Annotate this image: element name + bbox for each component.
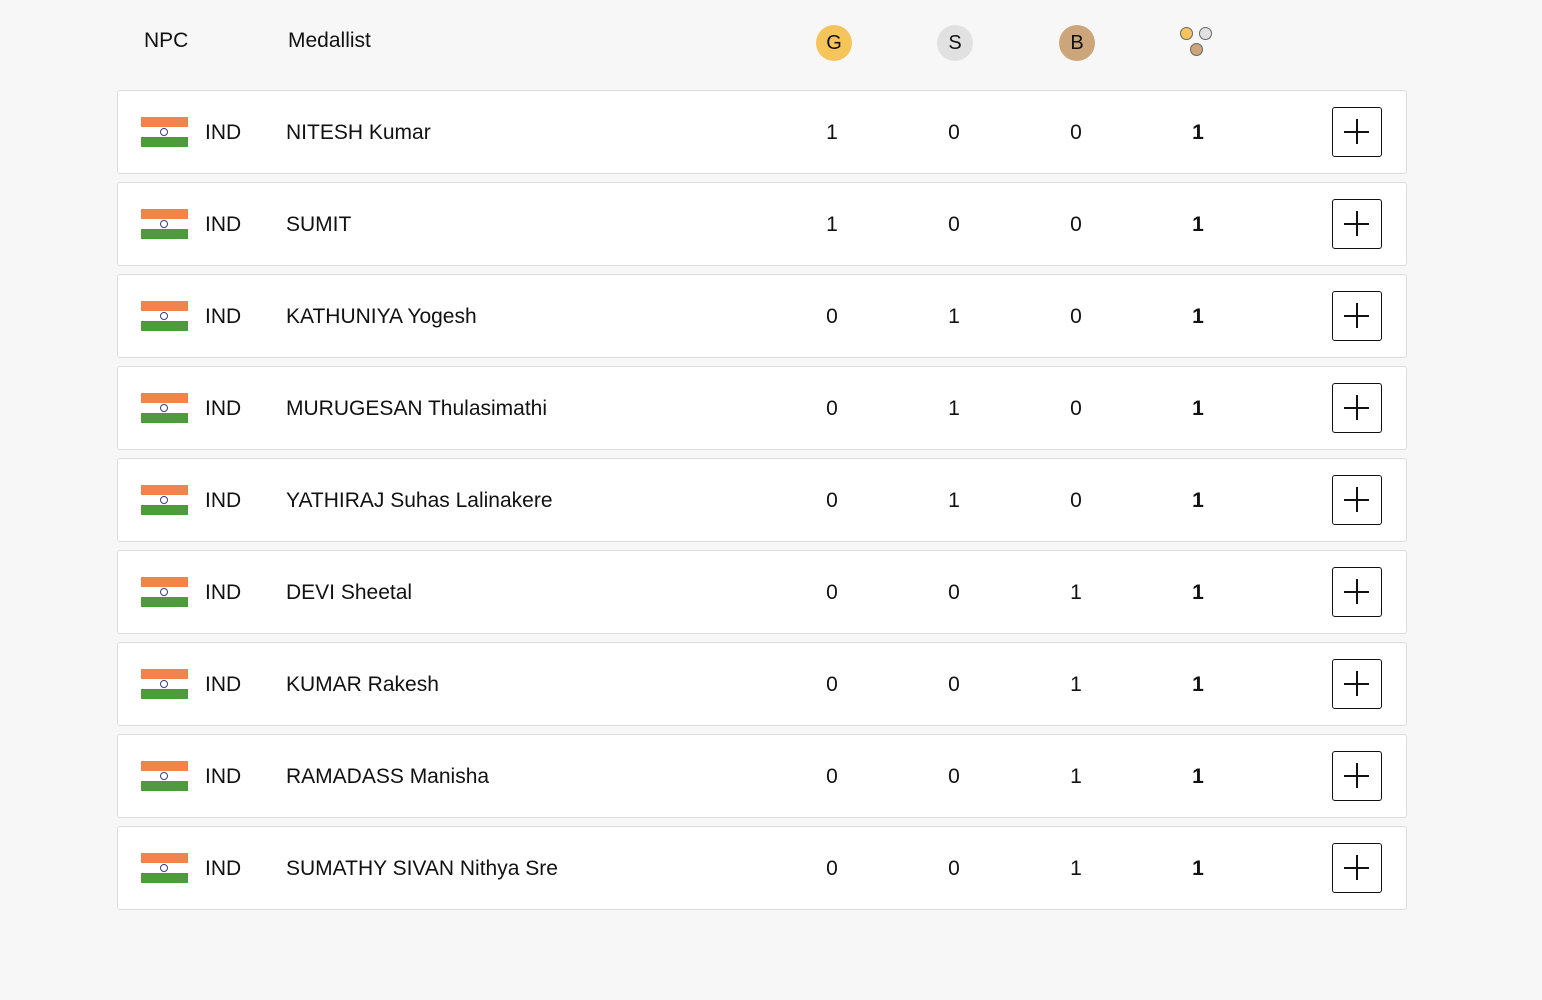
india-flag-icon — [141, 209, 188, 239]
npc-code: IND — [205, 305, 242, 328]
table-row: IND YATHIRAJ Suhas Lalinakere 0 1 0 1 — [117, 458, 1407, 542]
table-row: IND KUMAR Rakesh 0 0 1 1 — [117, 642, 1407, 726]
india-flag-icon — [141, 393, 188, 423]
medallist-name: YATHIRAJ Suhas Lalinakere — [286, 489, 553, 512]
table-row: IND SUMIT 1 0 0 1 — [117, 182, 1407, 266]
expand-row-button[interactable] — [1332, 567, 1382, 617]
npc-code: IND — [205, 121, 242, 144]
table-row: IND MURUGESAN Thulasimathi 0 1 0 1 — [117, 366, 1407, 450]
expand-row-button[interactable] — [1332, 291, 1382, 341]
table-row: IND RAMADASS Manisha 0 0 1 1 — [117, 734, 1407, 818]
silver-count: 0 — [948, 581, 960, 604]
total-count: 1 — [1192, 857, 1204, 880]
india-flag-icon — [141, 485, 188, 515]
medallist-name: SUMIT — [286, 213, 352, 236]
india-flag-icon — [141, 853, 188, 883]
npc-code: IND — [205, 397, 242, 420]
bronze-count: 0 — [1070, 121, 1082, 144]
npc-code: IND — [205, 765, 242, 788]
total-count: 1 — [1192, 397, 1204, 420]
bronze-count: 1 — [1070, 581, 1082, 604]
bronze-count: 0 — [1070, 397, 1082, 420]
india-flag-icon — [141, 577, 188, 607]
total-count: 1 — [1192, 305, 1204, 328]
header-npc: NPC — [144, 29, 189, 52]
gold-count: 0 — [826, 489, 838, 512]
total-count: 1 — [1192, 673, 1204, 696]
silver-count: 0 — [948, 121, 960, 144]
medallist-name: DEVI Sheetal — [286, 581, 413, 604]
silver-count: 0 — [948, 857, 960, 880]
total-count: 1 — [1192, 213, 1204, 236]
npc-code: IND — [205, 581, 242, 604]
table-row: IND SUMATHY SIVAN Nithya Sre 0 0 1 1 — [117, 826, 1407, 910]
silver-count: 0 — [948, 213, 960, 236]
silver-count: 0 — [948, 765, 960, 788]
bronze-count: 0 — [1070, 489, 1082, 512]
gold-count: 0 — [826, 581, 838, 604]
india-flag-icon — [141, 761, 188, 791]
total-medals-icon — [1179, 25, 1217, 61]
expand-row-button[interactable] — [1332, 659, 1382, 709]
medallist-name: NITESH Kumar — [286, 121, 431, 144]
silver-count: 0 — [948, 673, 960, 696]
expand-row-button[interactable] — [1332, 843, 1382, 893]
bronze-count: 1 — [1070, 857, 1082, 880]
expand-row-button[interactable] — [1332, 475, 1382, 525]
gold-count: 0 — [826, 857, 838, 880]
bronze-count: 1 — [1070, 673, 1082, 696]
table-row: IND DEVI Sheetal 0 0 1 1 — [117, 550, 1407, 634]
india-flag-icon — [141, 669, 188, 699]
gold-count: 0 — [826, 673, 838, 696]
india-flag-icon — [141, 301, 188, 331]
medallist-name: KATHUNIYA Yogesh — [286, 305, 477, 328]
bronze-count: 0 — [1070, 305, 1082, 328]
medallist-name: MURUGESAN Thulasimathi — [286, 397, 548, 420]
npc-code: IND — [205, 213, 242, 236]
gold-medal-icon: G — [816, 25, 852, 61]
header-medallist: Medallist — [288, 29, 371, 52]
total-count: 1 — [1192, 121, 1204, 144]
expand-row-button[interactable] — [1332, 383, 1382, 433]
expand-row-button[interactable] — [1332, 107, 1382, 157]
india-flag-icon — [141, 117, 188, 147]
npc-code: IND — [205, 489, 242, 512]
medallists-table: NPC Medallist G S B IND NITESH Kumar 1 0… — [117, 0, 1407, 918]
silver-count: 1 — [948, 397, 960, 420]
medallist-name: KUMAR Rakesh — [286, 673, 439, 696]
silver-count: 1 — [948, 489, 960, 512]
bronze-medal-icon: B — [1059, 25, 1095, 61]
medallist-name: RAMADASS Manisha — [286, 765, 490, 788]
total-count: 1 — [1192, 489, 1204, 512]
total-count: 1 — [1192, 765, 1204, 788]
gold-count: 1 — [826, 213, 838, 236]
silver-count: 1 — [948, 305, 960, 328]
expand-row-button[interactable] — [1332, 751, 1382, 801]
medallist-name: SUMATHY SIVAN Nithya Sre — [286, 857, 558, 880]
npc-code: IND — [205, 857, 242, 880]
silver-medal-icon: S — [937, 25, 973, 61]
bronze-count: 0 — [1070, 213, 1082, 236]
gold-count: 0 — [826, 397, 838, 420]
total-count: 1 — [1192, 581, 1204, 604]
table-body: IND NITESH Kumar 1 0 0 1 IND SUMIT 1 0 0… — [117, 90, 1407, 910]
table-row: IND NITESH Kumar 1 0 0 1 — [117, 90, 1407, 174]
table-row: IND KATHUNIYA Yogesh 0 1 0 1 — [117, 274, 1407, 358]
npc-code: IND — [205, 673, 242, 696]
table-header: NPC Medallist G S B — [117, 0, 1407, 84]
bronze-count: 1 — [1070, 765, 1082, 788]
gold-count: 0 — [826, 305, 838, 328]
gold-count: 1 — [826, 121, 838, 144]
expand-row-button[interactable] — [1332, 199, 1382, 249]
gold-count: 0 — [826, 765, 838, 788]
